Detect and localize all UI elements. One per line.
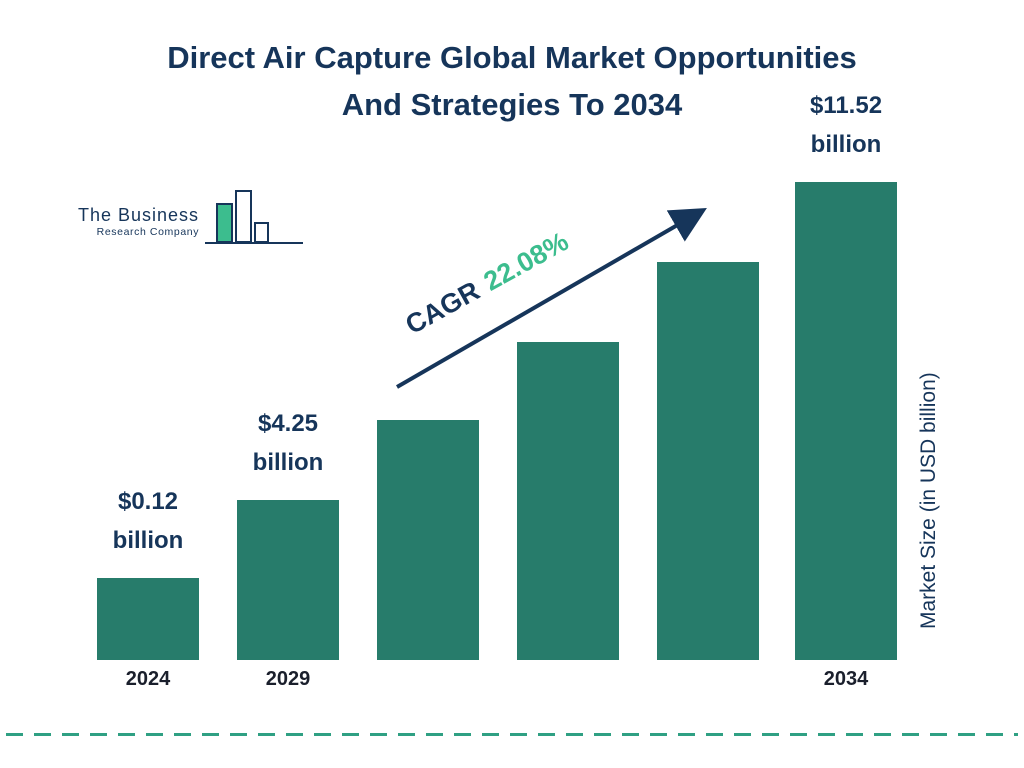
bar-column-4 (517, 0, 619, 660)
bar-column-3 (377, 0, 479, 660)
bar-unlabeled-4 (517, 342, 619, 660)
logo-text-secondary: Research Company (96, 226, 200, 238)
bar-2034 (795, 182, 897, 660)
chart-title-line2: And Strategies To 2034 (341, 87, 683, 122)
bar-column-5 (657, 0, 759, 660)
x-axis-label: 2024 (125, 668, 171, 690)
y-axis-label: Market Size (in USD billion) (917, 372, 940, 630)
logo-text: The Business Research Company (78, 205, 199, 238)
bar-column-2024: $0.12 billion 2024 (97, 0, 199, 690)
bar-value-label: $4.25 billion (252, 410, 324, 476)
chart-title: Direct Air Capture Global Market Opportu… (0, 34, 1024, 128)
chart-title-line1: Direct Air Capture Global Market Opportu… (167, 40, 857, 75)
logo: The Business Research Company (78, 188, 305, 255)
bar-2029 (237, 500, 339, 660)
bar-column-2029: $4.25 billion 2029 (237, 0, 339, 690)
bar-chart: $0.12 billion 2024 $4.25 billion 2029 $11.52 bi… (97, 0, 897, 690)
logo-text-primary: The Business (78, 205, 200, 225)
x-axis-label: 2034 (823, 668, 869, 690)
bar-value-label: $0.12 billion (112, 488, 184, 554)
bar-unlabeled-3 (377, 420, 479, 660)
bar-chart-logo-icon (205, 188, 305, 255)
bar-value-label: $11.52 billion (809, 92, 883, 158)
x-axis-label: 2029 (265, 668, 311, 690)
bar-column-2034: $11.52 billion 2034 (795, 0, 897, 690)
bar-2024 (97, 578, 199, 660)
bar-unlabeled-5 (657, 262, 759, 660)
bottom-dashed-divider (6, 733, 1018, 736)
